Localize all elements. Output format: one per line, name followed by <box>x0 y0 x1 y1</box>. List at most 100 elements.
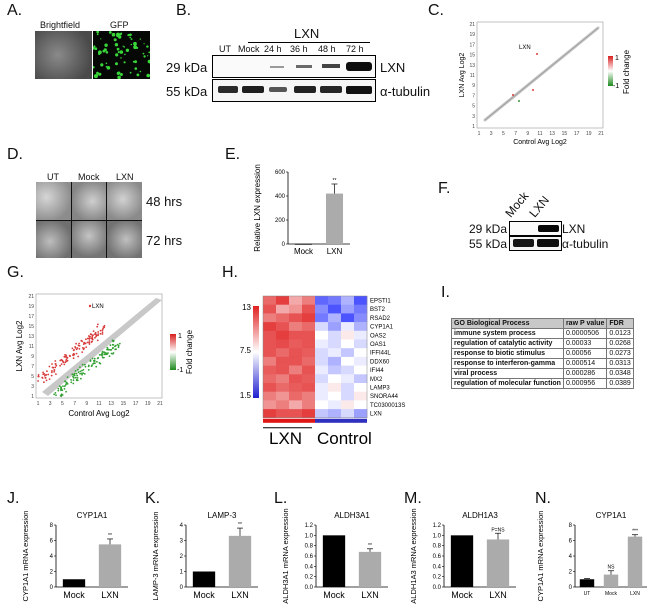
y-axis-label: CYP1A1 mRNA expression <box>21 511 30 602</box>
heatmap-cell <box>341 339 355 349</box>
downregulated-point <box>77 371 80 374</box>
panel-h-heatmap: EPSTI1 BST2 RSAD2 CYP1A1 OAS2 OAS1 IFFI44L DDX6… <box>240 295 405 448</box>
downregulated-point <box>81 373 83 376</box>
go-pvalue: 0.0000506 <box>562 328 608 339</box>
y-tick-label: 0 <box>180 585 184 591</box>
panel-d-row-72: 72 hrs <box>146 233 183 248</box>
downregulated-point <box>74 370 77 372</box>
upregulated-point <box>43 373 46 375</box>
gfp-cell <box>136 73 140 77</box>
downregulated-point <box>64 380 66 383</box>
downregulated-point <box>101 356 104 359</box>
y-tick-label: 6 <box>50 539 54 545</box>
y-tick-label: 4 <box>50 554 54 560</box>
downregulated-point <box>70 381 73 384</box>
heatmap-scale-label: 13 <box>242 303 251 312</box>
upregulated-point <box>82 348 85 351</box>
heatmap-cell <box>341 374 355 384</box>
panel-label-l: L. <box>274 490 288 507</box>
bar-mock <box>294 243 313 245</box>
upregulated-point <box>62 361 65 364</box>
upregulated-point <box>102 327 104 330</box>
x-category-label: Mock <box>323 590 345 600</box>
y-axis-label: LAMP-3 mRNA expression <box>151 511 160 600</box>
lane-label-48h: 48 h <box>318 44 336 54</box>
downregulated-point <box>92 362 94 365</box>
go-fdr: 0.0268 <box>606 338 634 349</box>
heatmap-cell <box>328 348 342 358</box>
downregulated-point <box>117 344 120 347</box>
x-tick-label: 19 <box>145 401 151 407</box>
downregulated-point <box>60 386 62 389</box>
bar-lxn <box>228 535 252 587</box>
upregulated-point <box>61 360 64 362</box>
y-tick-label: 0.4 <box>433 564 442 570</box>
gfp-cell <box>129 71 132 74</box>
downregulated-point <box>87 365 90 368</box>
upregulated-point <box>86 341 89 344</box>
downregulated-point <box>115 348 117 351</box>
heatmap-scale-label: 7.5 <box>240 346 252 355</box>
panel-g-legend-min: -1 <box>177 367 183 374</box>
panel-j-chart: CYP1A1 0 2 4 6 8 CYP1A1 mRNA expression Mock LXN… <box>21 511 128 602</box>
heatmap-cell <box>289 313 303 323</box>
upregulated-point <box>103 324 106 327</box>
go-term: viral process <box>451 368 564 379</box>
gfp-cell <box>124 53 126 56</box>
x-tick-label: 19 <box>586 131 592 137</box>
gfp-cell <box>100 63 104 67</box>
heatmap-cell <box>341 383 355 392</box>
y-tick-label: 9 <box>31 354 34 360</box>
go-pvalue: 0.00056 <box>562 348 608 359</box>
upregulated-point <box>97 333 100 335</box>
upregulated-point <box>81 347 84 349</box>
upregulated-point <box>81 340 83 343</box>
upregulated-point <box>92 330 95 332</box>
heatmap-cell <box>276 365 290 375</box>
upregulated-point <box>65 360 68 363</box>
kda-29: 29 kDa <box>166 60 208 75</box>
heatmap-cell <box>263 400 277 410</box>
significance-label: NS <box>608 565 616 571</box>
heatmap-cell <box>354 374 368 384</box>
downregulated-point <box>100 353 103 356</box>
upregulated-point <box>37 374 40 376</box>
x-tick-label: 13 <box>108 401 114 407</box>
heatmap-cell <box>315 304 329 314</box>
micrograph-tile <box>71 220 107 258</box>
heatmap-cell <box>289 322 303 332</box>
panel-k-chart: LAMP-3 0 1 2 3 4 LAMP-3 mRNA expression Mock LXN… <box>151 511 258 601</box>
gfp-image <box>93 31 150 79</box>
micrograph-tile <box>36 220 71 258</box>
heatmap-cell <box>302 313 316 323</box>
upregulated-point <box>51 366 54 369</box>
gfp-cell <box>105 62 108 65</box>
gfp-cell <box>105 51 109 54</box>
x-tick-label: 11 <box>537 131 542 137</box>
downregulated-point <box>77 368 79 371</box>
x-tick-label: 15 <box>562 131 568 137</box>
upregulated-point <box>65 355 67 358</box>
upregulated-point <box>54 366 57 369</box>
lane-label-72h: 72 h <box>346 44 364 54</box>
heatmap-colorbar <box>253 306 259 398</box>
bar-mock <box>450 535 474 587</box>
heatmap-cell <box>263 322 277 332</box>
upregulated-point <box>88 340 91 342</box>
upregulated-point <box>99 329 102 332</box>
y-tick-label: 200 <box>275 218 286 224</box>
heatmap-cell <box>302 356 316 366</box>
downregulated-point <box>99 362 102 365</box>
heatmap-cell <box>289 296 303 305</box>
upregulated-point <box>91 340 93 343</box>
x-tick-label: 17 <box>574 131 580 137</box>
upregulated-point <box>47 373 50 376</box>
upregulated-point <box>37 380 39 382</box>
lane-label-36h: 36 h <box>290 44 308 54</box>
heatmap-cell <box>354 313 368 323</box>
y-tick-label: 3 <box>31 384 34 390</box>
panel-label-b: B. <box>176 2 192 19</box>
panel-label-h: H. <box>222 264 238 281</box>
heatmap-cell <box>315 400 329 410</box>
